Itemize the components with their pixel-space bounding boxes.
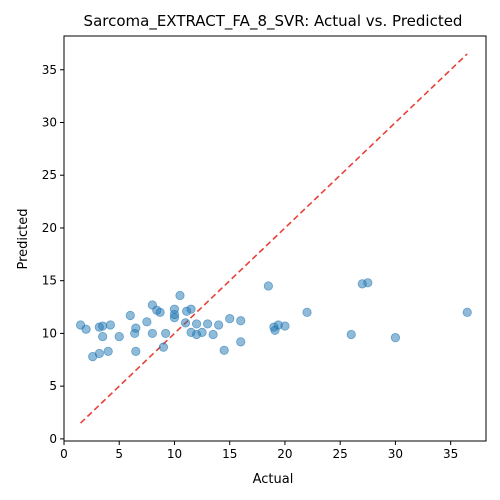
data-point xyxy=(114,331,124,342)
x-axis-label: Actual xyxy=(253,472,294,487)
data-point xyxy=(103,346,113,356)
data-point xyxy=(158,342,169,352)
plot-frame xyxy=(63,35,487,442)
y-tick-label: 5 xyxy=(49,379,57,393)
data-point xyxy=(98,321,108,331)
data-point xyxy=(214,320,224,330)
data-point xyxy=(363,278,373,288)
x-axis-ticks: 0 5 10 15 20 25 30 35 xyxy=(60,441,458,461)
plot-area xyxy=(75,53,472,424)
x-tick-label: 20 xyxy=(277,447,292,461)
y-axis-ticks: 0 5 10 15 20 25 30 35 xyxy=(42,63,64,446)
y-tick-label: 10 xyxy=(42,326,57,340)
chart-title: Sarcoma_EXTRACT_FA_8_SVR: Actual vs. Pre… xyxy=(84,12,463,31)
data-point xyxy=(225,314,235,324)
x-tick-label: 30 xyxy=(388,447,403,461)
reference-line xyxy=(80,53,468,424)
data-point xyxy=(462,307,472,317)
x-tick-label: 5 xyxy=(115,447,123,461)
data-point xyxy=(197,327,207,337)
y-axis-label: Predicted xyxy=(16,208,31,269)
data-point xyxy=(147,328,157,339)
data-point xyxy=(125,310,135,321)
data-point xyxy=(131,346,141,356)
data-point xyxy=(186,304,196,314)
data-point xyxy=(191,319,202,329)
data-point xyxy=(142,317,152,327)
data-point xyxy=(390,333,401,343)
y-tick-label: 0 xyxy=(49,432,57,446)
data-point xyxy=(169,313,180,323)
data-point xyxy=(155,307,165,317)
data-point xyxy=(263,281,273,291)
data-point xyxy=(346,329,356,340)
x-tick-label: 0 xyxy=(60,447,68,461)
data-point xyxy=(98,331,108,342)
x-tick-label: 25 xyxy=(333,447,348,461)
y-tick-label: 20 xyxy=(42,221,57,235)
data-point xyxy=(180,318,191,328)
data-point xyxy=(236,316,246,326)
y-tick-label: 30 xyxy=(42,115,57,129)
data-point xyxy=(208,329,218,340)
x-tick-label: 35 xyxy=(443,447,458,461)
x-tick-label: 15 xyxy=(222,447,237,461)
data-point xyxy=(280,321,290,331)
data-point xyxy=(94,348,104,359)
data-point xyxy=(161,328,171,339)
data-point xyxy=(302,307,312,317)
y-tick-label: 25 xyxy=(42,168,57,182)
y-tick-label: 15 xyxy=(42,274,57,288)
data-point xyxy=(219,345,229,355)
data-point xyxy=(203,319,213,329)
y-tick-label: 35 xyxy=(42,63,57,77)
data-point xyxy=(81,324,91,334)
data-point xyxy=(131,323,141,333)
data-point xyxy=(105,320,115,330)
data-point xyxy=(236,337,246,347)
data-point xyxy=(175,290,185,301)
x-tick-label: 10 xyxy=(167,447,182,461)
